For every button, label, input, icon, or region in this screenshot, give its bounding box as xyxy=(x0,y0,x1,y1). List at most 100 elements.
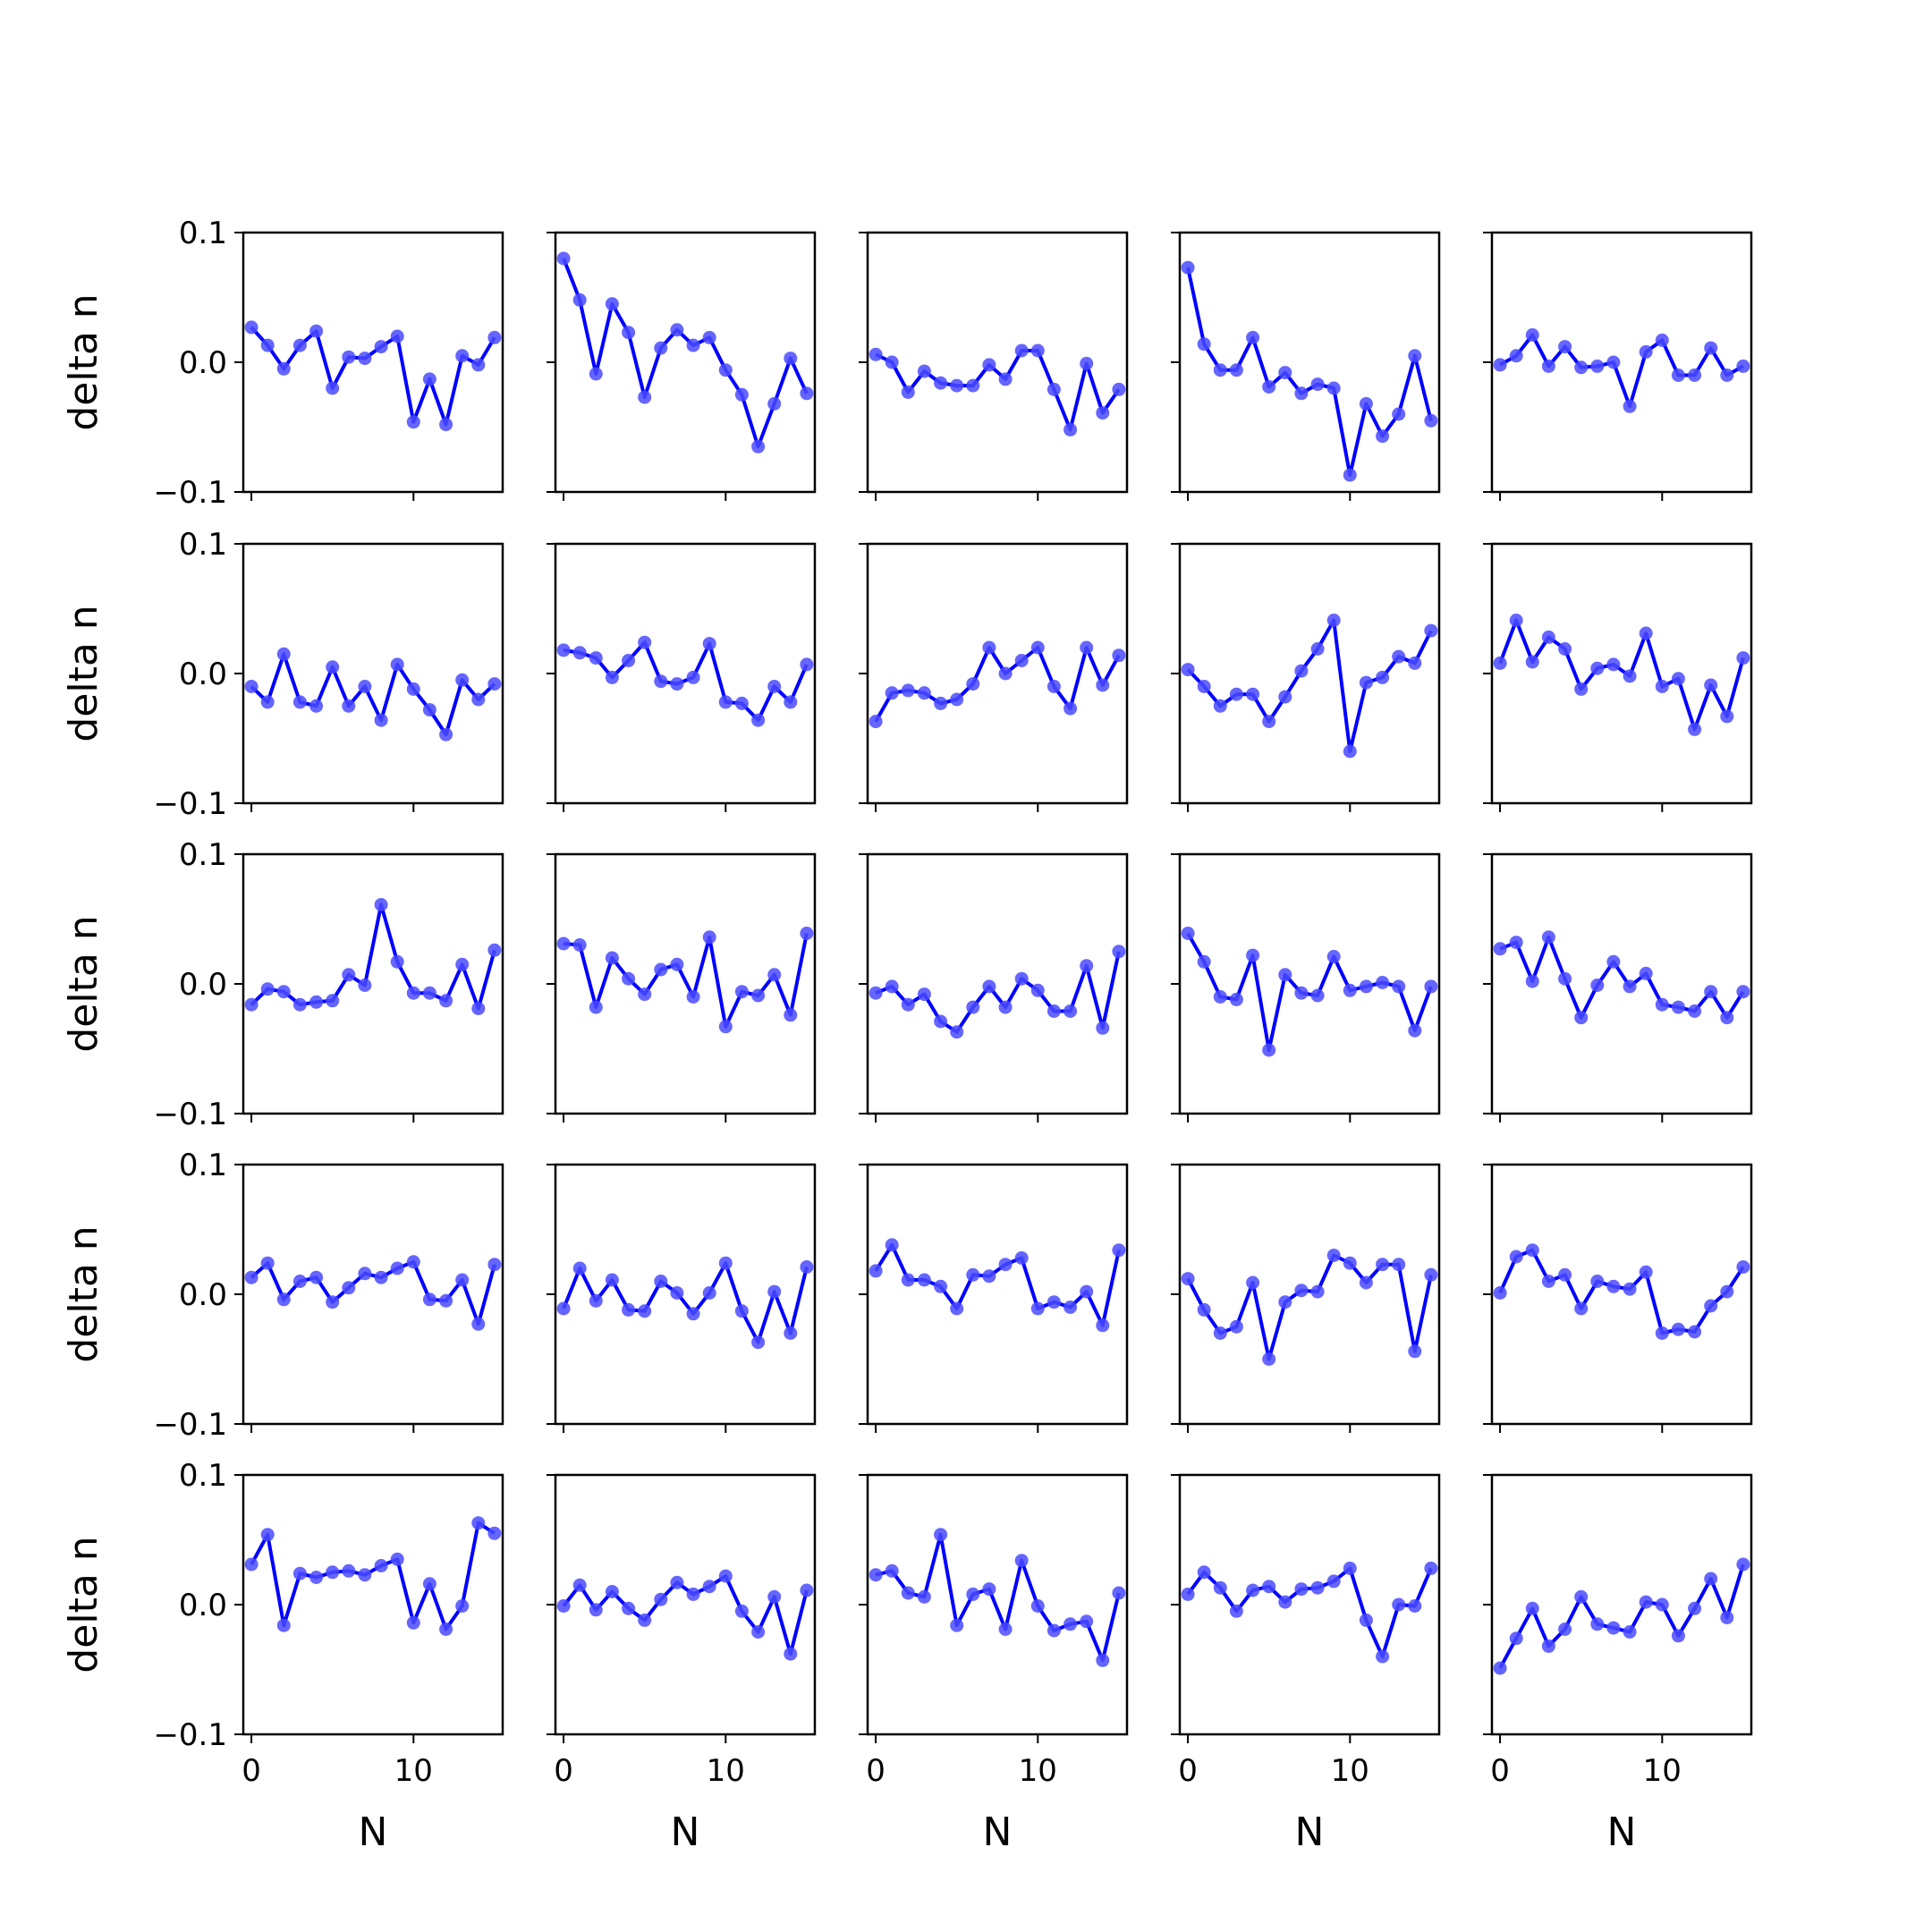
data-point-5 xyxy=(950,1301,964,1316)
data-point-1 xyxy=(260,982,275,996)
data-point-6 xyxy=(1278,1595,1292,1609)
data-point-9 xyxy=(1326,1249,1341,1262)
data-point-4 xyxy=(1246,948,1260,962)
subplot-panel-3-5 xyxy=(1483,852,1753,1123)
data-point-10 xyxy=(1343,468,1357,482)
data-point-15 xyxy=(1736,1557,1750,1572)
x-tick-label: 10 xyxy=(394,1753,433,1789)
data-point-13 xyxy=(1392,649,1406,664)
data-point-8 xyxy=(1623,979,1637,994)
data-point-7 xyxy=(1606,657,1621,672)
data-point-13 xyxy=(1080,356,1094,370)
x-tick-label: 10 xyxy=(707,1753,745,1789)
y-tick-label: 0.0 xyxy=(179,345,227,381)
data-point-0 xyxy=(1181,927,1195,940)
data-point-5 xyxy=(638,987,652,1002)
series-line xyxy=(1186,618,1433,753)
data-point-5 xyxy=(1574,1589,1589,1604)
data-point-1 xyxy=(1509,1631,1523,1646)
data-point-9 xyxy=(1326,950,1341,963)
data-point-11 xyxy=(422,1292,436,1307)
data-point-6 xyxy=(342,1563,356,1578)
data-point-15 xyxy=(487,1258,502,1272)
data-point-11 xyxy=(1046,1295,1061,1309)
data-point-11 xyxy=(1359,1613,1373,1627)
plot-frame xyxy=(866,852,1129,1115)
data-point-15 xyxy=(1112,648,1126,663)
data-point-11 xyxy=(422,372,436,386)
y-tick-label: 0.1 xyxy=(179,1148,227,1183)
data-point-5 xyxy=(950,1618,964,1632)
data-point-4 xyxy=(622,1302,636,1317)
y-axis-label: delta n xyxy=(61,293,106,430)
data-point-15 xyxy=(1112,382,1126,396)
data-point-2 xyxy=(589,1000,603,1014)
data-point-10 xyxy=(1030,1301,1045,1316)
data-point-9 xyxy=(1639,1265,1653,1279)
data-point-6 xyxy=(1590,1617,1605,1631)
data-point-12 xyxy=(1063,422,1078,436)
data-point-5 xyxy=(1262,380,1276,394)
plot-frame xyxy=(1490,1163,1753,1426)
data-point-1 xyxy=(260,1256,275,1270)
data-point-1 xyxy=(1509,936,1523,950)
data-point-2 xyxy=(901,1586,915,1600)
data-point-1 xyxy=(260,1528,275,1542)
y-tick-label: 0.0 xyxy=(179,1588,227,1623)
data-point-9 xyxy=(1639,966,1653,980)
data-point-7 xyxy=(1294,664,1309,678)
series-line xyxy=(875,1532,1121,1663)
data-point-1 xyxy=(885,686,899,700)
data-point-11 xyxy=(1359,675,1373,690)
data-point-13 xyxy=(455,673,470,687)
data-point-13 xyxy=(767,968,782,982)
data-point-5 xyxy=(326,1565,340,1580)
data-point-10 xyxy=(1655,333,1669,347)
series-line xyxy=(1499,935,1745,1020)
data-point-11 xyxy=(1359,1275,1373,1290)
data-point-5 xyxy=(326,1295,340,1309)
series-line xyxy=(1186,1566,1433,1658)
data-point-15 xyxy=(1424,979,1438,994)
x-axis-label: N xyxy=(359,1809,388,1855)
data-point-4 xyxy=(1246,330,1260,344)
data-point-10 xyxy=(1343,1256,1357,1270)
data-point-6 xyxy=(966,1000,980,1014)
data-point-8 xyxy=(998,1258,1013,1272)
data-point-9 xyxy=(1014,1250,1029,1265)
data-point-4 xyxy=(1558,340,1572,354)
data-point-5 xyxy=(1262,1043,1276,1057)
plot-frame xyxy=(242,852,504,1115)
data-point-11 xyxy=(1671,369,1685,382)
data-point-13 xyxy=(767,396,782,411)
data-point-15 xyxy=(1112,1243,1126,1258)
data-point-10 xyxy=(406,1255,420,1269)
data-point-7 xyxy=(358,352,372,366)
data-point-12 xyxy=(1688,1004,1702,1018)
data-point-0 xyxy=(556,643,571,657)
data-point-8 xyxy=(1623,399,1637,413)
data-point-5 xyxy=(638,1613,652,1627)
data-point-3 xyxy=(917,1589,931,1604)
data-point-0 xyxy=(1493,358,1507,372)
data-point-9 xyxy=(1326,614,1341,627)
subplot-panel-2-5 xyxy=(1483,542,1753,812)
data-point-8 xyxy=(1310,377,1325,392)
data-point-14 xyxy=(471,358,486,372)
data-point-8 xyxy=(998,372,1013,386)
data-point-7 xyxy=(358,1568,372,1582)
plot-frame xyxy=(1490,231,1753,494)
data-point-10 xyxy=(1655,1326,1669,1340)
data-point-7 xyxy=(1606,1621,1621,1635)
data-point-1 xyxy=(572,1578,587,1592)
data-point-7 xyxy=(670,957,684,971)
data-point-4 xyxy=(309,1270,324,1284)
data-point-15 xyxy=(1736,651,1750,665)
y-tick-label: −0.1 xyxy=(153,1407,227,1443)
data-point-5 xyxy=(326,660,340,674)
data-point-12 xyxy=(751,988,766,1003)
data-point-4 xyxy=(934,376,948,390)
data-point-5 xyxy=(1262,1580,1276,1594)
data-point-0 xyxy=(1493,656,1507,670)
